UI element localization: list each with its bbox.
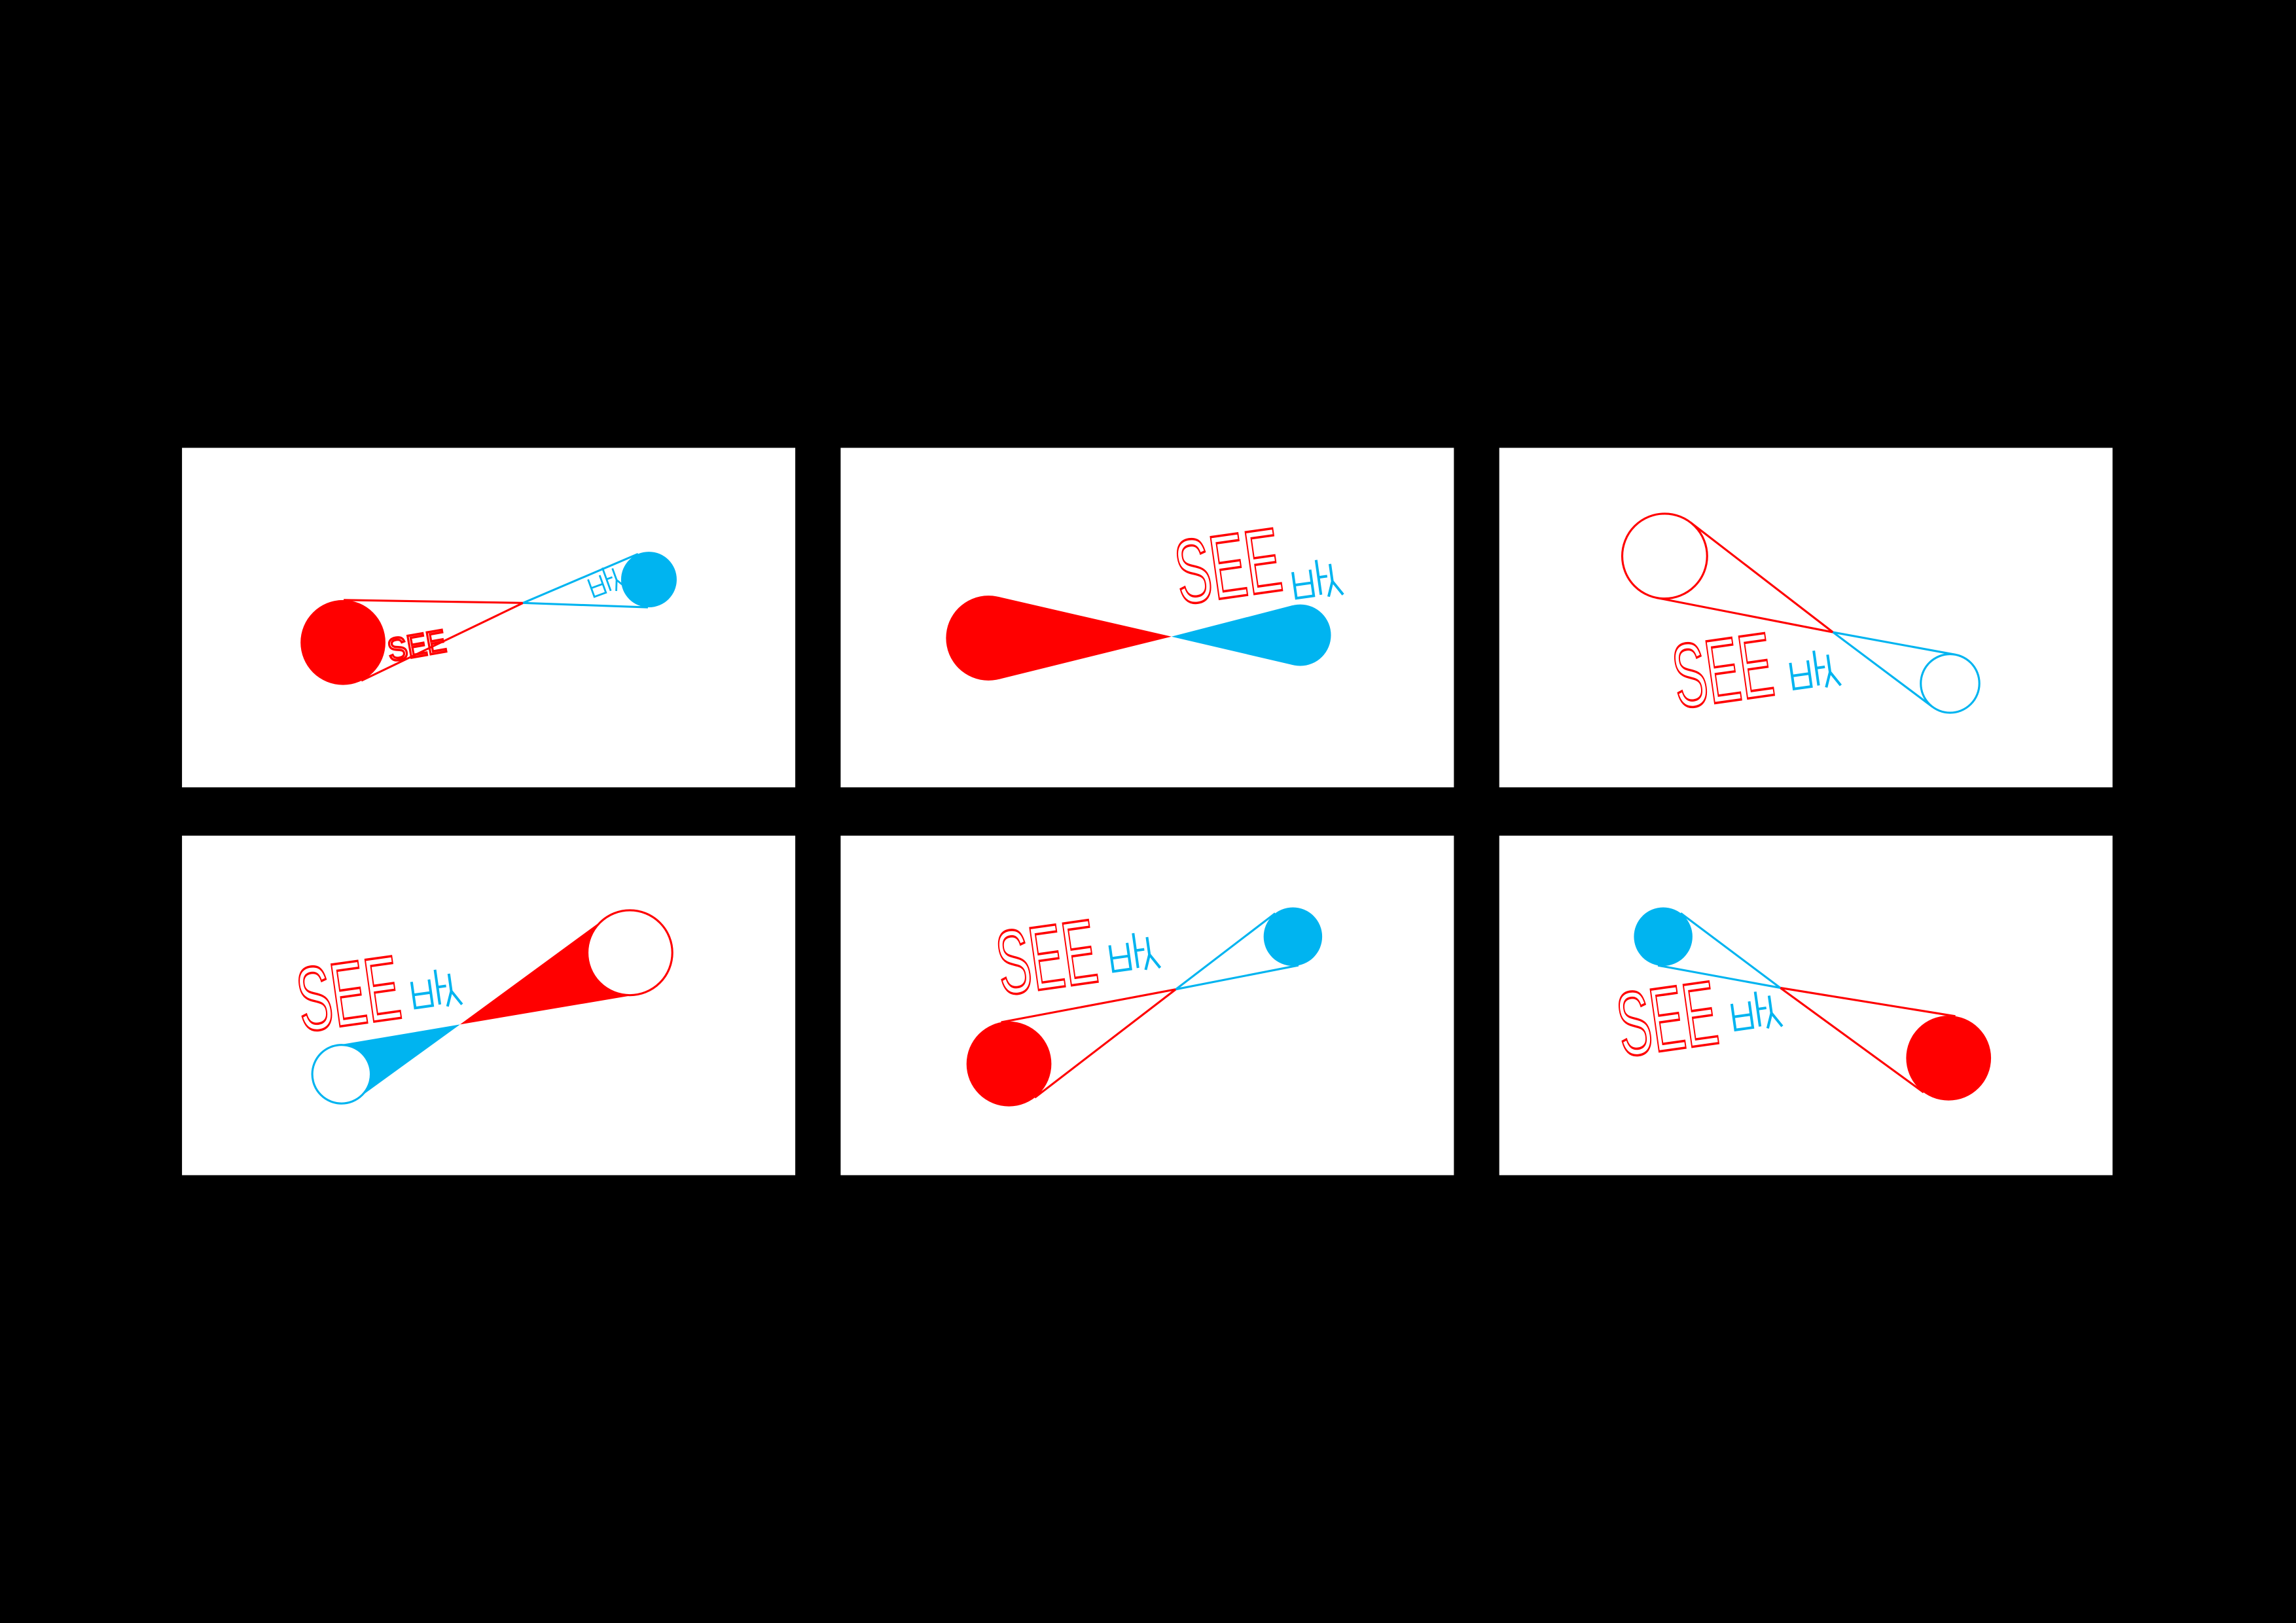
wordmark-glyph [1291, 560, 1344, 600]
wordmark-glyph [1789, 651, 1842, 691]
disc [1263, 907, 1323, 966]
disc [620, 552, 677, 608]
card [840, 835, 1454, 1175]
disc [946, 596, 1031, 681]
connector-line [522, 553, 639, 604]
wordmark: SEE [1611, 962, 1723, 1077]
connector-line [344, 599, 524, 604]
connector-line [361, 601, 524, 682]
connector-line [523, 601, 649, 609]
disc [1634, 907, 1693, 966]
ring [1920, 653, 1981, 714]
ring [586, 909, 673, 997]
logo-card: SEE [1499, 448, 2113, 788]
connector-line [1001, 988, 1176, 1024]
connector-line [1832, 631, 1933, 708]
connector-fill [1171, 605, 1293, 666]
disc [1269, 604, 1331, 666]
disc [300, 599, 386, 685]
card [840, 448, 1454, 788]
wordmark: SEE [291, 936, 406, 1051]
wordmark-glyph [1108, 933, 1162, 973]
card [1499, 448, 2113, 788]
wordmark-glyph [587, 567, 627, 598]
logo-card: SEE [840, 835, 1454, 1175]
connector-line [1034, 988, 1177, 1099]
wordmark: SEE [990, 901, 1103, 1015]
connector-line [1656, 596, 1833, 633]
ring [1621, 512, 1708, 600]
connector-line [1690, 522, 1834, 633]
logo-card: SEE [182, 835, 796, 1175]
disc [1906, 1015, 1992, 1101]
wordmark: SEE [1169, 508, 1287, 624]
connector-line [1680, 912, 1781, 989]
logo-card: SEE [1499, 835, 2113, 1175]
wordmark-glyph [410, 969, 463, 1010]
disc [966, 1021, 1052, 1107]
connector-line [1833, 631, 1956, 656]
wordmark-glyph [1730, 991, 1784, 1032]
connector-line [1657, 964, 1781, 990]
connector-line [1175, 964, 1299, 991]
logo-card: SEE [840, 448, 1454, 788]
connector-fill [997, 596, 1172, 679]
connector-line [1780, 986, 1956, 1018]
connector-line [1175, 912, 1276, 990]
logo-card: SEE [182, 448, 796, 788]
card [182, 448, 796, 788]
connector-line [1780, 987, 1924, 1094]
ring [311, 1044, 372, 1105]
wordmark: SEE [1666, 613, 1779, 728]
